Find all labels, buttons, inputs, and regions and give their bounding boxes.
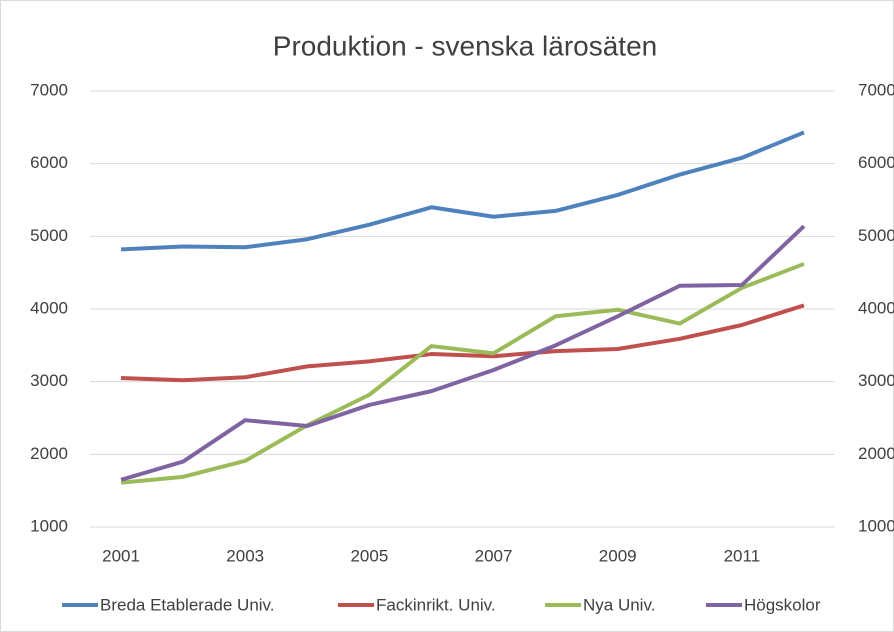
legend-label: Fackinrikt. Univ. <box>376 595 496 614</box>
y-tick-label: 3000 <box>30 371 68 390</box>
x-tick-label: 2009 <box>599 546 637 565</box>
x-tick-label: 2011 <box>724 546 761 565</box>
y-tick-label: 1000 <box>30 516 68 535</box>
y2-tick-label: 3000 <box>858 371 894 390</box>
y2-tick-label: 6000 <box>858 153 894 172</box>
y-tick-label: 7000 <box>30 80 68 99</box>
y2-tick-label: 2000 <box>858 444 894 463</box>
chart-title: Produktion - svenska lärosäten <box>273 30 657 61</box>
y-tick-label: 6000 <box>30 153 68 172</box>
series-line <box>120 224 806 482</box>
x-tick-label: 2003 <box>226 546 264 565</box>
y2-tick-label: 1000 <box>858 516 894 535</box>
legend-label: Breda Etablerade Univ. <box>100 595 275 614</box>
legend-label: Högskolor <box>744 595 821 614</box>
x-tick-label: 2007 <box>475 546 513 565</box>
y2-tick-label: 7000 <box>858 80 894 99</box>
y-tick-label: 2000 <box>30 444 68 463</box>
y-tick-label: 5000 <box>30 226 68 245</box>
x-tick-label: 2005 <box>350 546 388 565</box>
y-tick-label: 4000 <box>30 298 68 317</box>
series-line <box>120 262 805 485</box>
y2-tick-label: 5000 <box>858 226 894 245</box>
y2-tick-label: 4000 <box>858 298 894 317</box>
series-line <box>120 303 805 383</box>
legend-label: Nya Univ. <box>583 595 655 614</box>
x-tick-label: 2001 <box>102 546 140 565</box>
series-line <box>120 130 805 252</box>
